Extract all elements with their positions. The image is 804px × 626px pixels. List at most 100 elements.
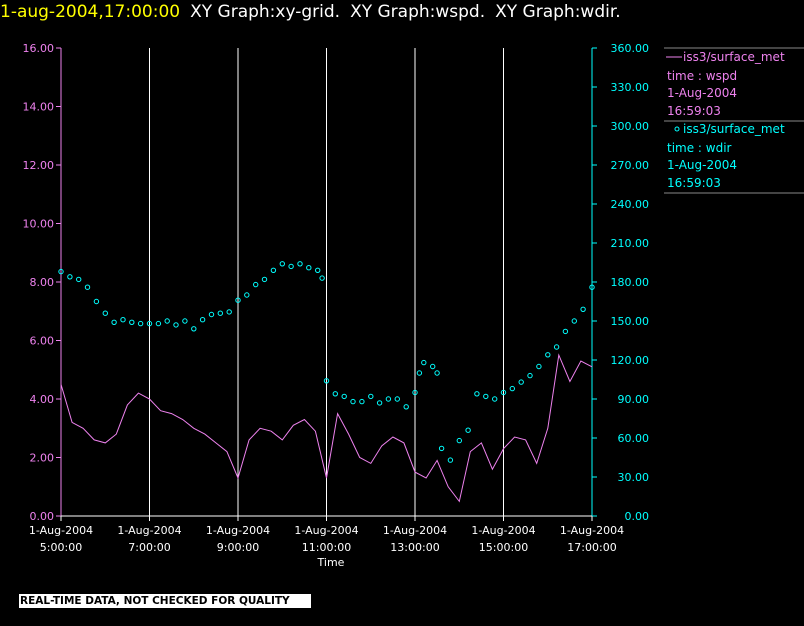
series-wdir-point [191, 326, 197, 332]
right-tick-label: 90.00 [618, 393, 650, 406]
series-wdir-point [350, 398, 356, 405]
right-tick-label: 300.00 [611, 120, 650, 133]
right-tick-label: 210.00 [611, 237, 650, 250]
right-tick-label: 270.00 [611, 159, 650, 172]
series-wdir-point [430, 363, 436, 370]
series-wdir-point [500, 389, 507, 396]
series-wdir-point [518, 379, 524, 385]
series-wspd [60, 353, 593, 503]
grid-lines [149, 48, 504, 516]
series-wdir-point [580, 306, 586, 312]
left-tick-label: 6.00 [30, 335, 55, 348]
left-axis-ticks: 0.00 2.00 4.00 6.00 8.00 10.00 12.00 14.00 16.00 [23, 42, 61, 523]
series-wdir-point [315, 267, 321, 273]
legend-wdir-swatch [674, 126, 680, 132]
right-tick-label: 180.00 [611, 276, 650, 289]
x-tick-date-label: 1-Aug-2004 [117, 524, 181, 537]
series-wdir-point [253, 281, 259, 288]
legend-wdir-line2: 1-Aug-2004 [667, 158, 737, 172]
series-wdir-point [341, 393, 347, 400]
series-wdir-point [421, 359, 427, 366]
left-tick-label: 12.00 [23, 159, 55, 172]
x-axis-ticks: 1-Aug-2004 5:00:00 1-Aug-2004 7:00:00 1-Aug-… [29, 516, 624, 554]
x-tick-time-label: 15:00:00 [479, 541, 528, 554]
series-wdir-point [509, 385, 515, 392]
series-wdir-point [562, 328, 569, 335]
series-wdir-point [368, 393, 374, 400]
left-tick-label: 2.00 [30, 452, 55, 465]
series-wdir-point [545, 352, 551, 358]
right-tick-label: 360.00 [611, 42, 650, 55]
series-wdir-point [129, 319, 135, 325]
series-wdir-point [93, 298, 100, 305]
right-tick-label: 0.00 [625, 510, 650, 523]
series-wdir-point [261, 276, 268, 283]
graph-title-xy-grid: XY Graph:xy-grid. [190, 2, 341, 22]
left-tick-label: 8.00 [30, 276, 55, 289]
right-tick-label: 120.00 [611, 354, 650, 367]
series-wdir-point [182, 318, 188, 324]
series-wdir-point [319, 275, 325, 281]
series-wdir-point [385, 396, 392, 402]
x-tick-time-label: 11:00:00 [302, 541, 351, 554]
legend-wdir-line1: time : wdir [667, 141, 732, 155]
series-wdir-point [173, 322, 179, 328]
series-wdir-point [438, 445, 445, 452]
series-wdir-point [137, 320, 144, 327]
series-wdir-point [483, 393, 489, 400]
legend: iss3/surface_met time : wspd 1-Aug-2004 … [664, 47, 804, 194]
series-wdir-point [434, 370, 440, 376]
series-wdir-point [456, 437, 462, 444]
right-tick-label: 330.00 [611, 81, 650, 94]
series-wspd-line [60, 353, 593, 503]
legend-wdir-line3: 16:59:03 [667, 176, 721, 190]
series-wdir-point [465, 427, 471, 433]
x-tick-date-label: 1-Aug-2004 [294, 524, 358, 537]
series-wdir-point [67, 274, 73, 280]
x-tick-date-label: 1-Aug-2004 [206, 524, 270, 537]
series-wdir-point [306, 265, 312, 271]
series-wdir-point [571, 318, 577, 324]
x-axis-label: Time [317, 556, 345, 569]
right-axis-ticks: 0.00 30.00 60.00 90.00 120.00 150.00 180.00 210… [592, 42, 649, 523]
series-wdir-point [199, 317, 206, 323]
legend-wspd-line2: 1-Aug-2004 [667, 86, 737, 100]
legend-wspd-line1: time : wspd [667, 69, 737, 83]
header-timestamp: 1-aug-2004,17:00:00 [0, 2, 181, 22]
right-tick-label: 30.00 [618, 471, 650, 484]
left-tick-label: 4.00 [30, 393, 55, 406]
quality-notice: REAL-TIME DATA, NOT CHECKED FOR QUALITY [19, 594, 311, 608]
series-wdir-point [447, 457, 454, 463]
series-wdir-point [492, 396, 498, 402]
series-wdir-point [412, 389, 418, 396]
x-tick-date-label: 1-Aug-2004 [471, 524, 535, 537]
x-tick-date-label: 1-Aug-2004 [29, 524, 93, 537]
series-wdir-point [527, 372, 533, 379]
series-wdir-point [102, 310, 109, 316]
left-tick-label: 0.00 [30, 510, 55, 523]
series-wdir-point [244, 292, 250, 298]
series-wdir-point [217, 310, 224, 316]
series-wdir-point [76, 276, 82, 283]
series-wdir-point [323, 378, 330, 384]
header-bar: 1-aug-2004,17:00:00 XY Graph:xy-grid. XY G… [0, 0, 621, 28]
series-wdir-point [58, 268, 64, 275]
series-wdir-point [208, 311, 215, 318]
series-wdir-point [297, 261, 303, 267]
series-wdir-point [474, 391, 480, 397]
legend-wdir-name: iss3/surface_met [683, 122, 785, 136]
series-wdir-point [146, 320, 153, 327]
right-tick-label: 150.00 [611, 315, 650, 328]
series-wdir-point [376, 400, 383, 406]
left-tick-label: 10.00 [23, 218, 55, 231]
series-wdir-point [394, 396, 400, 402]
series-wdir-point [553, 344, 560, 350]
series-wdir-point [84, 284, 91, 290]
series-wdir-point [288, 263, 294, 270]
legend-wspd-line3: 16:59:03 [667, 104, 721, 118]
legend-wspd-name: iss3/surface_met [683, 50, 785, 64]
series-wdir-point [403, 404, 409, 410]
right-tick-label: 240.00 [611, 198, 650, 211]
series-wdir-point [279, 261, 285, 267]
